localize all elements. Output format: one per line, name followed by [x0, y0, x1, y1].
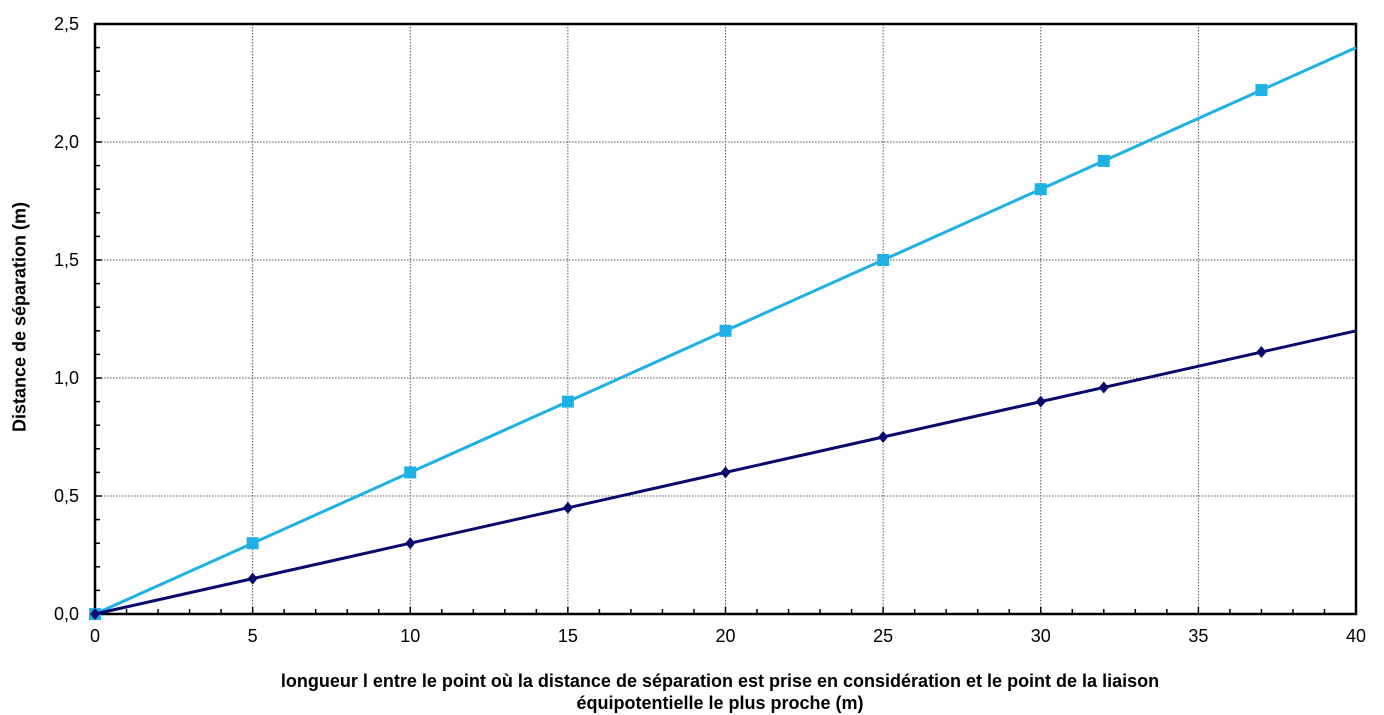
- data-point: [1035, 395, 1046, 408]
- data-point: [878, 431, 889, 443]
- data-point: [405, 537, 416, 550]
- data-point: [720, 466, 731, 479]
- series-0: [89, 46, 1357, 620]
- y-tick-label: 2,5: [54, 14, 79, 34]
- x-tick-label: 20: [715, 626, 735, 646]
- data-point: [562, 501, 573, 514]
- data-point: [1255, 84, 1268, 97]
- y-tick-label: 0,5: [54, 486, 79, 506]
- data-point: [246, 537, 259, 550]
- data-point: [1097, 154, 1110, 167]
- data-point: [719, 324, 732, 337]
- x-tick-label: 5: [248, 626, 258, 646]
- data-point: [1034, 183, 1047, 196]
- y-tick-label: 0,0: [54, 604, 79, 624]
- data-point: [90, 608, 100, 620]
- series-line: [94, 329, 1357, 616]
- x-tick-label: 40: [1346, 626, 1366, 646]
- x-axis-label-line1: longueur l entre le point où la distance…: [280, 671, 1160, 691]
- y-tick-label: 1,0: [54, 368, 79, 388]
- series-line: [94, 46, 1357, 616]
- data-point: [404, 466, 417, 479]
- x-tick-label: 25: [873, 626, 893, 646]
- y-tick-label: 2,0: [54, 132, 79, 152]
- series-1: [90, 329, 1357, 620]
- x-tick-label: 10: [400, 626, 420, 646]
- x-axis-label: longueur l entre le point où la distance…: [0, 670, 1384, 714]
- x-tick-label: 0: [90, 626, 100, 646]
- y-tick-label: 1,5: [54, 250, 79, 270]
- data-point: [561, 395, 574, 408]
- data-point: [877, 254, 890, 266]
- data-point: [1256, 346, 1267, 359]
- y-axis-label: Distance de séparation (m): [9, 201, 30, 433]
- x-tick-label: 15: [558, 626, 578, 646]
- x-tick-label: 35: [1188, 626, 1208, 646]
- x-axis-label-line2: équipotentielle le plus proche (m): [576, 693, 864, 713]
- x-tick-label: 30: [1031, 626, 1051, 646]
- data-point: [247, 572, 258, 585]
- data-point: [1098, 381, 1109, 394]
